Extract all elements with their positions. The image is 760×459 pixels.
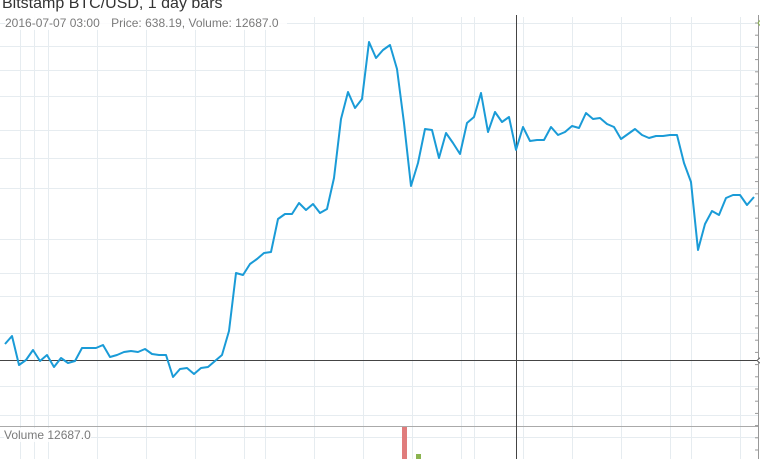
volume-bar — [416, 454, 421, 459]
crosshair-readout: 2016-07-07 03:00 Price: 638.19, Volume: … — [5, 16, 287, 30]
volume-bars — [402, 427, 421, 459]
crosshair-price-marker-icon — [756, 357, 760, 364]
chart-title: Bitstamp BTC/USD, 1 day bars — [2, 0, 223, 12]
crosshair-date: 2016-07-07 03:00 — [5, 16, 100, 30]
volume-label: Volume 12687.0 — [4, 428, 91, 442]
crosshair-values: Price: 638.19, Volume: 12687.0 — [111, 16, 279, 30]
right-axis[interactable] — [755, 15, 759, 459]
volume-bar — [402, 427, 407, 459]
last-price-marker-icon — [757, 19, 760, 27]
price-series-line — [4, 41, 755, 378]
grid — [0, 17, 758, 459]
price-points — [4, 41, 755, 378]
